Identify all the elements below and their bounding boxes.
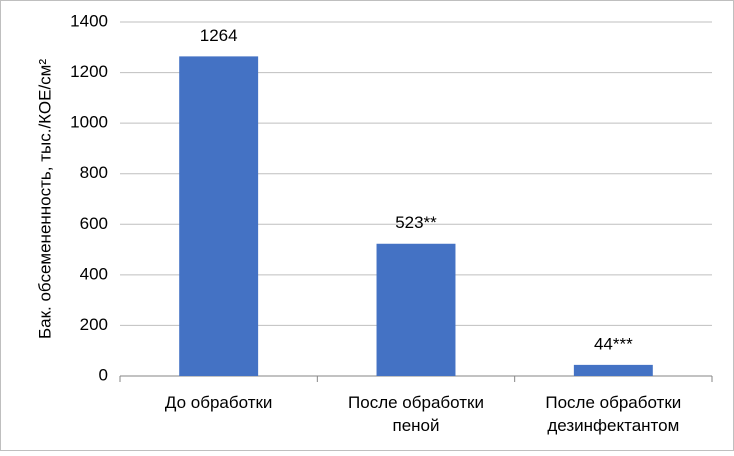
y-tick-label: 600	[80, 214, 108, 233]
bar	[376, 243, 456, 376]
y-tick-label: 200	[80, 315, 108, 334]
bar	[573, 364, 653, 376]
data-label: 1264	[200, 26, 238, 45]
y-tick-label: 0	[99, 365, 108, 384]
y-tick-label: 400	[80, 264, 108, 283]
data-label: 44***	[594, 334, 633, 353]
y-tick-label: 1400	[70, 11, 108, 30]
y-tick-label: 1000	[70, 113, 108, 132]
x-tick-label: После обработки пеной	[348, 393, 484, 435]
data-label: 523**	[395, 213, 437, 232]
bar	[179, 56, 259, 376]
y-tick-label: 800	[80, 163, 108, 182]
x-tick-label: После обработки дезинфектантом	[545, 393, 681, 435]
y-axis-label: Бак. обсемененность, тыс./КОЕ/см²	[35, 59, 54, 339]
x-tick-label: До обработки	[165, 393, 273, 412]
y-tick-label: 1200	[70, 62, 108, 81]
